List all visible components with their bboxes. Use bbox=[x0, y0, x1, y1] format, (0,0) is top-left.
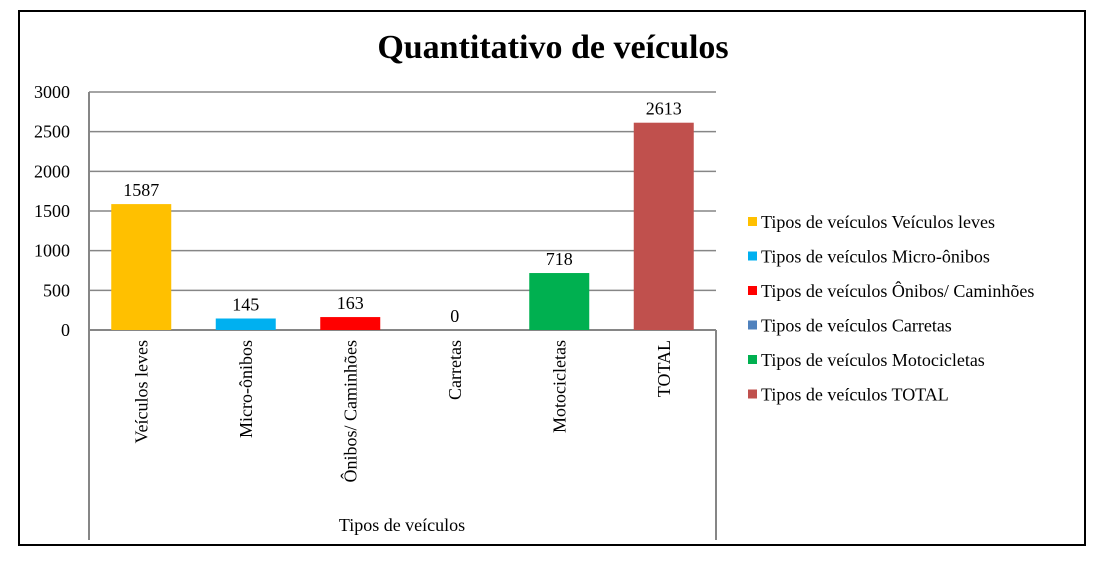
x-tick-label: Carretas bbox=[445, 340, 465, 400]
legend-swatch bbox=[748, 251, 757, 261]
legend-label: Tipos de veículos Carretas bbox=[761, 316, 952, 336]
y-tick-label: 1000 bbox=[34, 241, 70, 261]
y-tick-label: 0 bbox=[61, 320, 70, 340]
legend-swatch bbox=[748, 355, 757, 364]
legend-label: Tipos de veículos Micro-ônibos bbox=[761, 247, 990, 267]
bar bbox=[111, 204, 172, 330]
legend-label: Tipos de veículos Motocicletas bbox=[761, 350, 985, 370]
x-tick-label: Ônibos/ Caminhões bbox=[339, 340, 360, 483]
x-tick-label: TOTAL bbox=[654, 340, 674, 397]
data-label: 0 bbox=[450, 306, 459, 326]
legend-swatch bbox=[748, 389, 757, 399]
bar bbox=[215, 318, 276, 330]
legend-swatch bbox=[748, 286, 757, 295]
data-label: 1587 bbox=[123, 180, 159, 200]
y-tick-label: 3000 bbox=[34, 82, 70, 102]
x-tick-label: Motocicletas bbox=[549, 340, 569, 433]
bar bbox=[529, 273, 590, 330]
y-tick-label: 2500 bbox=[34, 122, 70, 142]
legend-swatch bbox=[748, 320, 757, 330]
legend-label: Tipos de veículos Veículos leves bbox=[761, 212, 995, 232]
bar bbox=[633, 122, 694, 331]
chart-title: Quantitativo de veículos bbox=[377, 29, 728, 66]
x-tick-label: Micro-ônibos bbox=[236, 340, 256, 438]
data-label: 718 bbox=[546, 249, 573, 269]
legend-label: Tipos de veículos Ônibos/ Caminhões bbox=[761, 280, 1034, 301]
x-tick-label: Veículos leves bbox=[131, 340, 151, 443]
y-tick-label: 2000 bbox=[34, 161, 70, 181]
y-tick-label: 1500 bbox=[34, 201, 70, 221]
legend-label: Tipos de veículos TOTAL bbox=[761, 385, 949, 405]
data-label: 2613 bbox=[646, 99, 682, 119]
data-label: 163 bbox=[337, 293, 364, 313]
y-tick-label: 500 bbox=[43, 280, 70, 300]
bar bbox=[320, 317, 381, 330]
data-label: 145 bbox=[232, 294, 259, 314]
legend-swatch bbox=[748, 217, 757, 226]
chart-frame bbox=[18, 10, 1086, 546]
x-axis-title: Tipos de veículos bbox=[339, 515, 465, 535]
